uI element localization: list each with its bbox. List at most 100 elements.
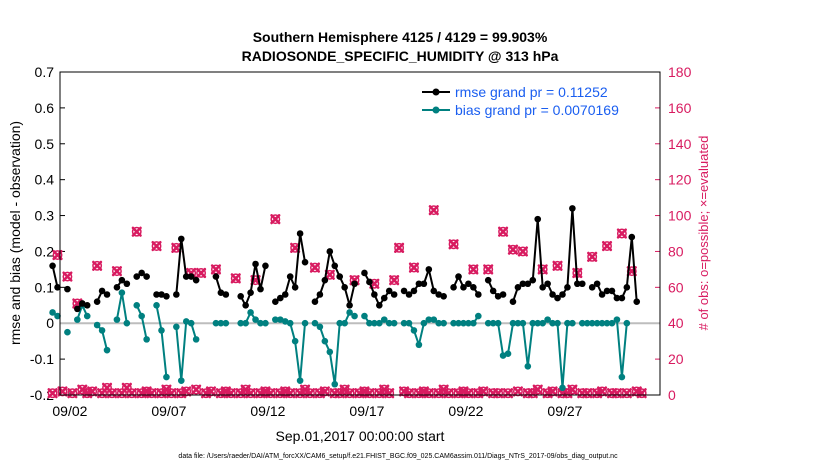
rmse-point	[331, 262, 339, 270]
bias-point	[410, 327, 418, 334]
bias-point	[281, 318, 289, 325]
legend: rmse grand pr = 0.11252 bias grand pr = …	[422, 84, 619, 118]
bias-point	[173, 323, 180, 331]
evaluated-point	[47, 388, 58, 399]
rmse-point	[554, 294, 561, 302]
rmse-point	[54, 284, 61, 291]
rmse-point	[593, 280, 601, 288]
rmse-point	[173, 291, 180, 298]
evaluated-point	[567, 384, 578, 395]
evaluated-point	[205, 386, 217, 397]
evaluated-point	[532, 384, 543, 395]
evaluated-point	[230, 273, 241, 284]
rmse-point	[182, 273, 190, 280]
evaluated-point	[547, 386, 558, 397]
y-axis-right: 0 20 40 60 80 100 120 140 160 180	[655, 64, 692, 403]
rmse-point	[351, 280, 358, 288]
evaluated-point	[131, 226, 142, 237]
bias-point	[385, 319, 393, 327]
bias-point	[578, 319, 586, 327]
bias-point	[400, 319, 408, 327]
x-tick-label: 09/27	[547, 403, 582, 419]
possible-point	[567, 384, 578, 395]
bias-point	[544, 316, 551, 323]
rmse-point	[440, 293, 447, 300]
rmse-point	[380, 294, 388, 302]
evaluated-point	[151, 240, 162, 252]
rmse-point	[608, 287, 616, 295]
y-tick-label-left: 0	[46, 315, 54, 331]
rmse-point	[371, 291, 378, 298]
bias-point	[113, 316, 121, 323]
possible-point	[310, 262, 320, 273]
evaluated-point	[483, 264, 494, 275]
rmse-point	[64, 285, 71, 293]
rmse-point	[499, 291, 507, 298]
possible-point	[508, 244, 518, 255]
rmse-point	[177, 235, 185, 243]
rmse-point	[415, 280, 423, 288]
evaluated-point	[493, 388, 504, 399]
y-tick-label-right: 0	[668, 387, 676, 403]
rmse-point	[366, 278, 373, 286]
y-tick-label-left: 0.4	[35, 172, 55, 188]
rmse-point	[321, 276, 329, 284]
rmse-point	[311, 298, 319, 305]
legend-bias-label: bias grand pr = 0.0070169	[455, 102, 619, 118]
rmse-point	[237, 293, 244, 300]
possible-point	[250, 275, 261, 286]
rmse-point	[588, 284, 596, 291]
evaluated-point	[181, 386, 192, 397]
evaluated-point	[270, 214, 281, 225]
evaluated-point	[92, 260, 103, 271]
bias-point	[123, 319, 131, 327]
possible-point	[92, 260, 103, 271]
possible-point	[230, 273, 241, 284]
footnote: data file: /Users/raeder/DAI/ATM_forcXX/…	[178, 453, 618, 460]
bias-point	[484, 319, 492, 327]
x-tick-label: 09/07	[151, 403, 186, 419]
possible-point	[616, 228, 627, 239]
evaluated-point	[616, 228, 627, 239]
y-tick-label-right: 20	[668, 351, 684, 367]
x-tick-label: 09/17	[349, 403, 384, 419]
evaluated-point	[245, 388, 256, 399]
rmse-point	[519, 280, 527, 288]
bias-point	[217, 319, 225, 327]
rmse-point	[163, 293, 170, 300]
series-layer	[47, 205, 647, 399]
evaluated-point	[611, 388, 623, 399]
bias-point	[514, 319, 522, 327]
x-axis: 09/02 09/07 09/12 09/17 09/22 09/27	[52, 390, 583, 419]
x-tick-label: 09/22	[448, 403, 483, 419]
rmse-point	[420, 280, 428, 288]
rmse-point	[598, 291, 606, 298]
rmse-point	[385, 287, 393, 295]
possible-point	[384, 388, 395, 399]
rmse-point	[143, 273, 150, 280]
plot-area	[60, 72, 660, 395]
bias-point	[252, 316, 259, 323]
bias-point	[316, 323, 324, 331]
bias-point	[608, 319, 616, 327]
bias-point	[554, 319, 561, 327]
bias-point	[390, 319, 398, 327]
bias-point	[504, 350, 512, 358]
evaluated-point	[111, 266, 123, 277]
evaluated-point	[265, 388, 276, 399]
evaluated-point	[285, 388, 296, 399]
evaluated-point	[171, 242, 182, 253]
rmse-point	[138, 269, 145, 277]
rmse-point	[475, 291, 482, 298]
bias-point	[455, 319, 462, 327]
rmse-point	[286, 273, 294, 280]
rmse-point	[262, 262, 269, 270]
rmse-point	[212, 273, 220, 280]
possible-point	[97, 388, 108, 399]
evaluated-point	[195, 267, 207, 279]
rmse-point	[618, 294, 626, 302]
rmse-point	[103, 291, 111, 298]
bias-point	[519, 319, 527, 327]
possible-point	[483, 264, 494, 275]
rmse-point	[450, 284, 457, 291]
